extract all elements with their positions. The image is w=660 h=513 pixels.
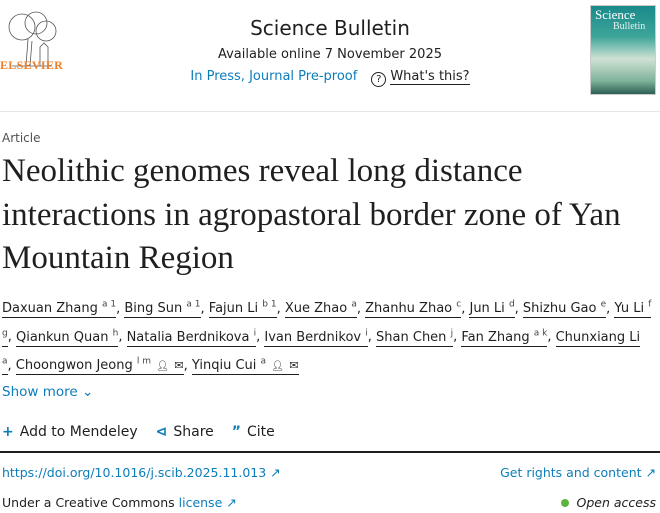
author-link[interactable]: Shan Chen j bbox=[376, 328, 454, 347]
author-list: Daxuan Zhang a 1, Bing Sun a 1, Fajun Li… bbox=[2, 300, 652, 375]
external-link-icon: ↗ bbox=[645, 465, 656, 480]
add-to-mendeley-button[interactable]: + Add to Mendeley bbox=[2, 424, 138, 440]
cite-button[interactable]: ” Cite bbox=[231, 424, 275, 440]
journal-title[interactable]: Science Bulletin bbox=[250, 16, 410, 40]
article-type: Article bbox=[2, 131, 41, 145]
email-icon: ✉ bbox=[285, 358, 299, 372]
author-link[interactable]: Chunxiang Li a bbox=[2, 329, 641, 375]
publisher-name: ELSEVIER bbox=[0, 58, 64, 72]
author-link[interactable]: Natalia Berdnikova i bbox=[126, 328, 257, 347]
author-link[interactable]: Yu Li f g bbox=[2, 300, 652, 347]
external-link-icon: ↗ bbox=[270, 465, 281, 480]
share-button[interactable]: ⊲ Share bbox=[155, 424, 214, 440]
author-link[interactable]: Fajun Li b 1 bbox=[208, 300, 277, 319]
license-info: Under a Creative Commons license ↗ bbox=[2, 495, 237, 510]
author-link[interactable]: Jun Li d bbox=[469, 300, 515, 319]
email-icon: ✉ bbox=[170, 358, 184, 372]
article-title: Neolithic genomes reveal long distance i… bbox=[2, 153, 621, 276]
author-link[interactable]: Fan Zhang a k bbox=[461, 328, 548, 347]
plus-icon: + bbox=[2, 424, 14, 440]
whats-this-link[interactable]: What's this? bbox=[390, 69, 470, 85]
rights-link[interactable]: Get rights and content ↗ bbox=[500, 465, 656, 480]
available-online: Available online 7 November 2025 bbox=[217, 47, 442, 62]
divider bbox=[0, 451, 660, 453]
open-access-badge: Open access bbox=[560, 495, 656, 510]
question-icon[interactable]: ? bbox=[371, 72, 387, 87]
person-icon: 👤︎ bbox=[153, 360, 169, 372]
author-link[interactable]: Zhanhu Zhao c bbox=[365, 300, 462, 319]
author-link[interactable]: Bing Sun a 1 bbox=[124, 300, 201, 319]
author-link[interactable]: Shizhu Gao e bbox=[522, 300, 607, 319]
status-text: In Press, Journal Pre-proof bbox=[190, 69, 358, 84]
author-link[interactable]: Qiankun Quan h bbox=[15, 328, 119, 347]
show-more-button[interactable]: Show more ⌄ bbox=[2, 384, 94, 400]
open-access-dot-icon bbox=[560, 499, 569, 507]
doi-link[interactable]: https://doi.org/10.1016/j.scib.2025.11.0… bbox=[2, 465, 281, 480]
article-status: In Press, Journal Pre-proof? What's this? bbox=[0, 69, 660, 87]
person-icon: 👤︎ bbox=[268, 360, 284, 372]
quote-icon: ” bbox=[231, 424, 241, 440]
action-bar: + Add to Mendeley ⊲ Share ” Cite bbox=[2, 424, 275, 440]
author-link[interactable]: Ivan Berdnikov i bbox=[264, 328, 368, 347]
license-link[interactable]: license ↗ bbox=[178, 495, 237, 510]
external-link-icon: ↗ bbox=[226, 495, 237, 510]
header-divider bbox=[0, 111, 660, 112]
author-link[interactable]: Daxuan Zhang a 1 bbox=[2, 300, 117, 319]
author-link[interactable]: Choongwon Jeong l m 👤︎ ✉ bbox=[15, 356, 184, 375]
journal-cover-image[interactable]: Science Bulletin bbox=[590, 5, 656, 95]
elsevier-tree-logo[interactable] bbox=[2, 4, 60, 74]
author-link[interactable]: Xue Zhao a bbox=[284, 300, 357, 319]
share-icon: ⊲ bbox=[155, 424, 168, 440]
author-link[interactable]: Yinqiu Cui a 👤︎ ✉ bbox=[191, 356, 299, 375]
chevron-down-icon: ⌄ bbox=[81, 384, 94, 400]
